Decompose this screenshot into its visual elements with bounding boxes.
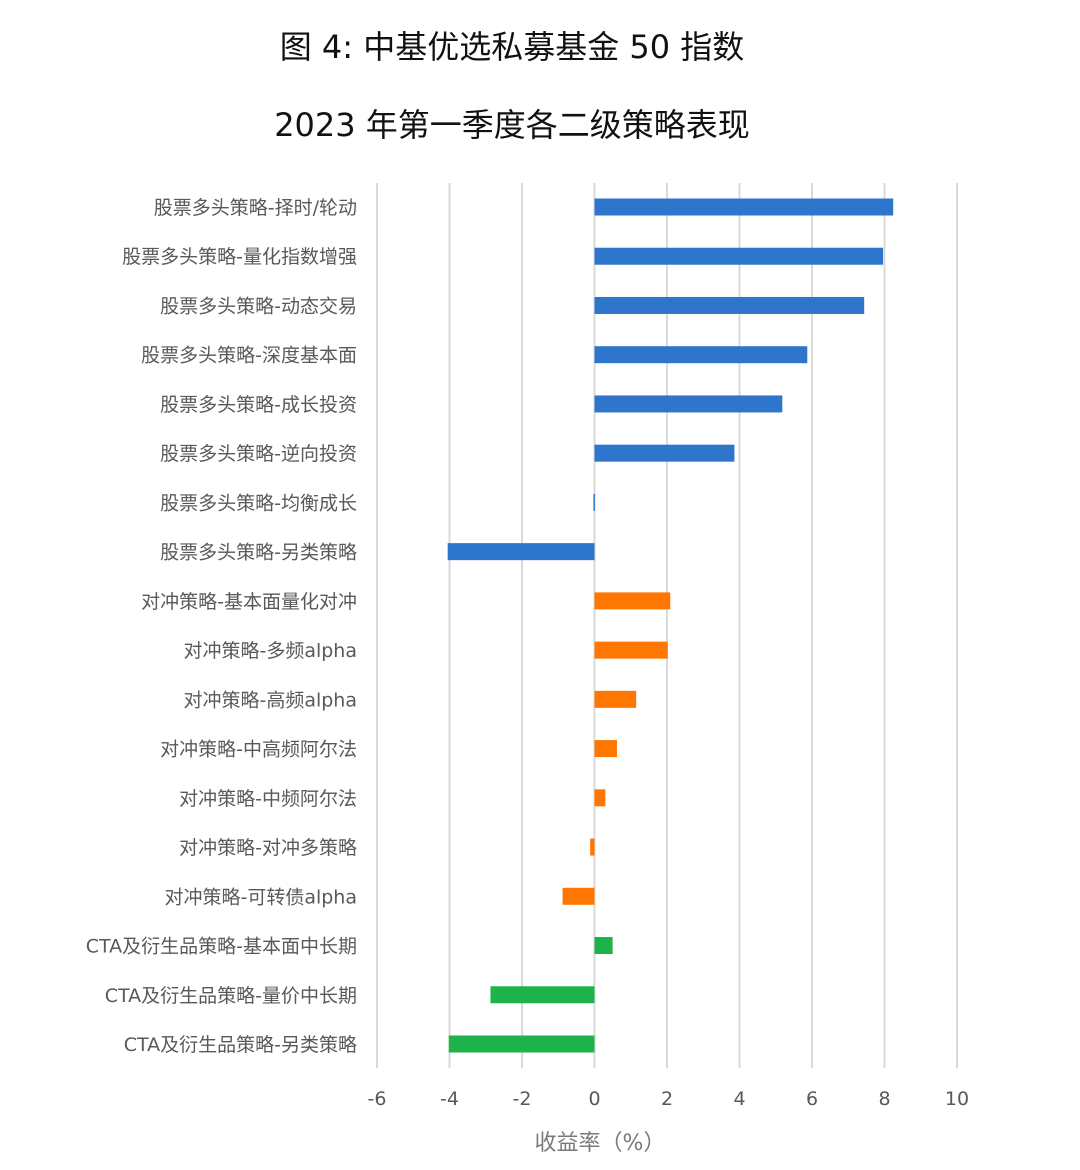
bar: [448, 1035, 595, 1053]
category-label: 股票多头策略-择时/轮动: [154, 197, 357, 219]
bar: [594, 690, 637, 708]
category-label: CTA及衍生品策略-另类策略: [124, 1034, 357, 1056]
x-tick-label: 2: [661, 1088, 673, 1110]
bar: [594, 198, 894, 216]
category-label: 股票多头策略-深度基本面: [141, 345, 357, 367]
bar: [590, 838, 595, 856]
bar: [594, 592, 671, 610]
bar: [594, 247, 884, 265]
x-tick-label: 10: [945, 1088, 969, 1110]
x-tick-label: 6: [806, 1088, 818, 1110]
category-label: 股票多头策略-成长投资: [160, 394, 357, 416]
bar: [594, 740, 617, 758]
x-tick-label: 4: [733, 1088, 745, 1110]
category-label: 股票多头策略-动态交易: [160, 295, 357, 317]
bar: [594, 395, 783, 413]
bar: [490, 986, 595, 1004]
bar: [594, 641, 668, 659]
bar: [447, 543, 595, 561]
category-label: 对冲策略-基本面量化对冲: [141, 591, 357, 613]
category-label: 对冲策略-多频alpha: [183, 640, 357, 662]
x-tick-label: -2: [513, 1088, 532, 1110]
x-tick-label: -6: [368, 1088, 387, 1110]
chart-title-line2: 2023 年第一季度各二级策略表现: [274, 106, 750, 144]
category-label: 对冲策略-高频alpha: [183, 689, 357, 711]
category-label: 对冲策略-中频阿尔法: [179, 788, 357, 810]
category-label: 股票多头策略-另类策略: [160, 542, 357, 564]
category-label: 对冲策略-中高频阿尔法: [160, 739, 357, 761]
x-tick-label: 8: [878, 1088, 890, 1110]
bar: [594, 937, 613, 955]
x-tick-label: 0: [588, 1088, 600, 1110]
category-label: 对冲策略-对冲多策略: [179, 837, 357, 859]
category-label: 对冲策略-可转债alpha: [164, 886, 357, 908]
bar: [594, 346, 808, 364]
bar: [594, 296, 865, 314]
bar: [594, 789, 606, 807]
bar: [594, 444, 735, 462]
x-axis-label: 收益率（%）: [535, 1131, 666, 1156]
bar: [593, 493, 595, 511]
category-label: 股票多头策略-均衡成长: [160, 492, 357, 514]
category-label: CTA及衍生品策略-基本面中长期: [86, 936, 357, 958]
x-tick-label: -4: [440, 1088, 459, 1110]
bar: [562, 887, 595, 905]
chart-title-line1: 图 4: 中基优选私募基金 50 指数: [279, 28, 745, 66]
category-label: 股票多头策略-量化指数增强: [122, 246, 357, 268]
category-label: 股票多头策略-逆向投资: [160, 443, 357, 465]
category-label: CTA及衍生品策略-量价中长期: [105, 985, 357, 1007]
